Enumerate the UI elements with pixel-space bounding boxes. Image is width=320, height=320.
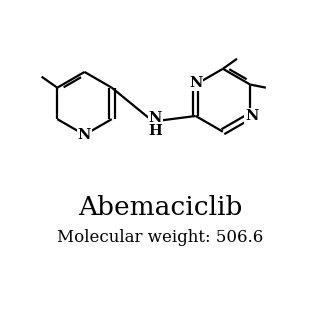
- Text: Abemaciclib: Abemaciclib: [78, 195, 242, 220]
- Text: N: N: [78, 128, 91, 142]
- Text: N: N: [189, 76, 202, 90]
- Text: N: N: [245, 109, 258, 123]
- Text: H: H: [148, 124, 162, 138]
- Text: N: N: [148, 111, 162, 125]
- Text: Molecular weight: 506.6: Molecular weight: 506.6: [57, 228, 263, 245]
